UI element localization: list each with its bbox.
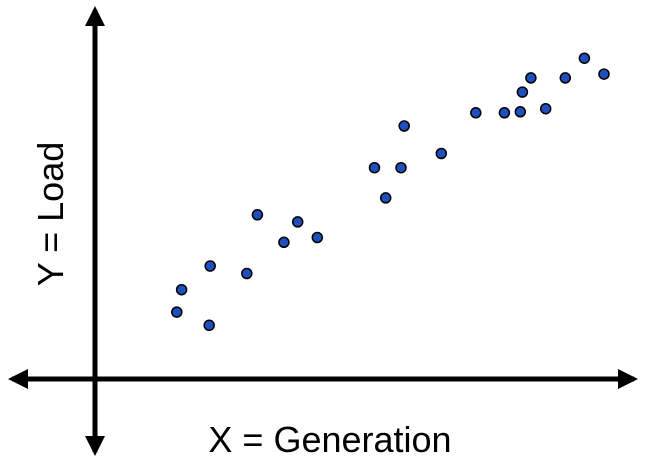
y-axis-label: Y = Load	[30, 142, 71, 286]
data-point-15	[470, 107, 482, 119]
data-point-13	[398, 120, 410, 132]
data-point-11	[379, 192, 392, 204]
data-point-1	[171, 306, 183, 318]
data-point-3	[203, 319, 215, 332]
data-point-8	[291, 216, 304, 228]
data-point-10	[368, 161, 381, 174]
data-point-9	[311, 231, 324, 244]
data-point-12	[395, 161, 407, 174]
data-points	[171, 52, 610, 332]
x-axis-label: X = Generation	[208, 419, 451, 460]
data-point-17	[514, 106, 527, 118]
data-point-2	[175, 283, 188, 296]
data-point-4	[204, 260, 216, 272]
data-point-16	[498, 107, 511, 119]
data-point-22	[578, 52, 591, 64]
data-point-6	[251, 209, 264, 221]
data-point-21	[559, 72, 572, 84]
data-point-7	[278, 236, 290, 249]
data-point-5	[241, 267, 253, 280]
data-point-14	[435, 147, 448, 160]
data-point-20	[539, 102, 552, 115]
data-point-23	[598, 68, 610, 80]
data-point-18	[516, 86, 529, 98]
data-point-19	[525, 72, 537, 84]
